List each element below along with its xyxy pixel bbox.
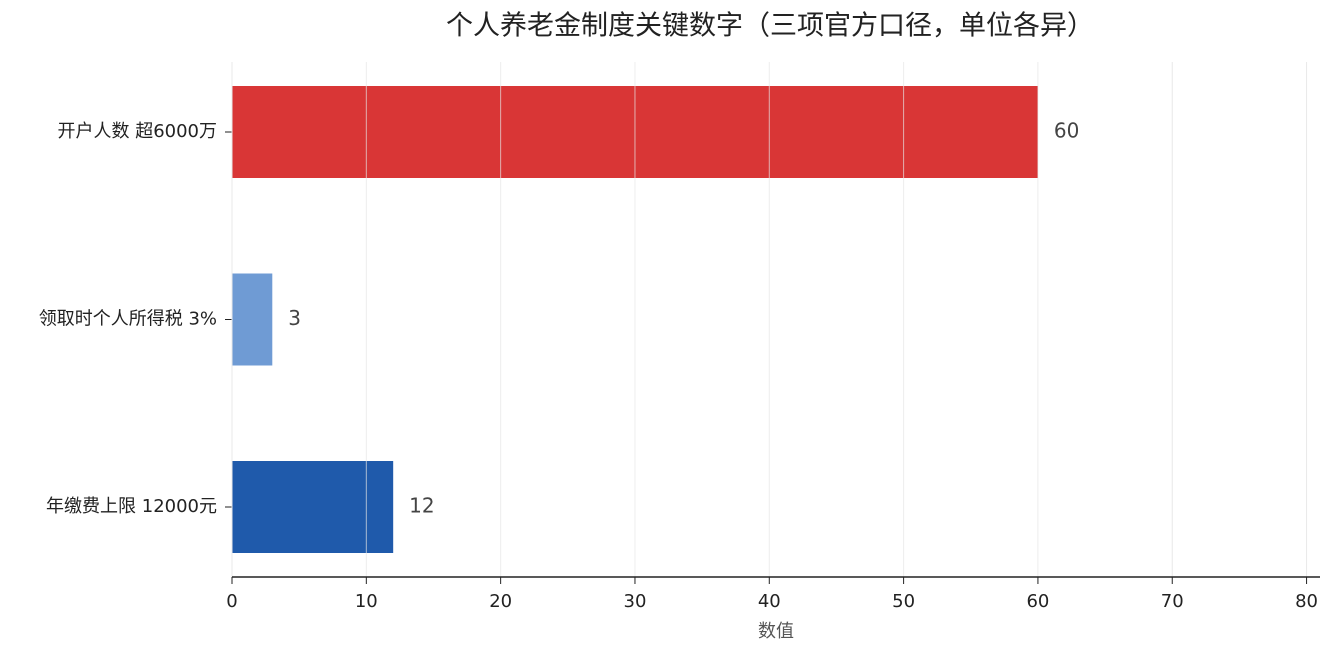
data-label: 60 xyxy=(1054,119,1079,143)
bar xyxy=(232,273,273,366)
x-tick-label: 70 xyxy=(1161,591,1184,612)
x-tick-label: 50 xyxy=(892,591,915,612)
y-tick-label: 年缴费上限 12000元 xyxy=(46,496,217,517)
x-tick-label: 30 xyxy=(624,591,647,612)
data-label: 12 xyxy=(409,494,434,518)
x-tick-label: 60 xyxy=(1026,591,1049,612)
x-tick-label: 0 xyxy=(226,591,237,612)
data-label: 3 xyxy=(288,306,301,330)
x-tick-label: 80 xyxy=(1295,591,1318,612)
x-tick-label: 10 xyxy=(355,591,378,612)
y-tick-label: 开户人数 超6000万 xyxy=(57,121,217,142)
y-tick-label: 领取时个人所得税 3% xyxy=(39,309,217,330)
x-axis-label: 数值 xyxy=(758,621,794,642)
bar xyxy=(232,461,394,553)
x-tick-label: 20 xyxy=(489,591,512,612)
x-tick-label: 40 xyxy=(758,591,781,612)
chart-title: 个人养老金制度关键数字（三项官方口径，单位各异） xyxy=(446,11,1094,42)
